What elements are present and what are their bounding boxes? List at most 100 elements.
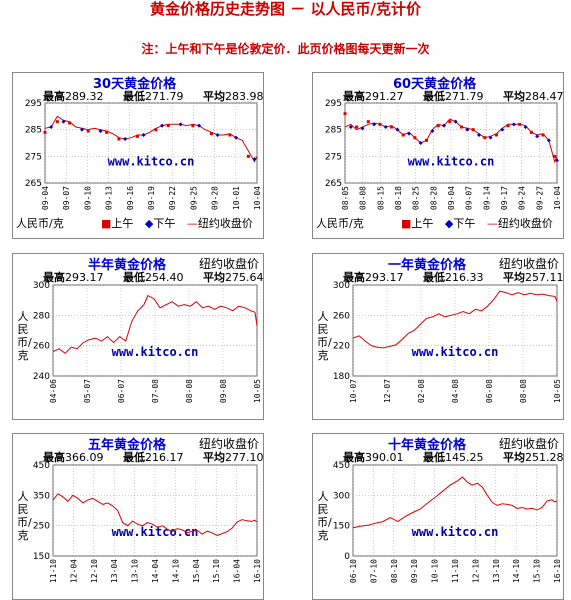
x-tick-label: 09-14 bbox=[482, 186, 491, 210]
x-tick-label: 12-10 bbox=[471, 559, 480, 583]
chart-panel-60d: 60天黄金价格 最高291.27 最低271.79 平均284.47 08-05… bbox=[312, 72, 564, 239]
x-tick-label: 15-10 bbox=[533, 559, 542, 583]
chart-stats: 最高291.27 最低271.79 平均284.47 bbox=[343, 88, 571, 104]
pm-point bbox=[442, 123, 447, 128]
y-tick-label: 450 bbox=[333, 461, 350, 471]
y-tick-label: 295 bbox=[25, 99, 42, 109]
pm-point bbox=[383, 125, 388, 129]
stat-high-label: 最高 bbox=[343, 90, 365, 103]
y-tick-label: 260 bbox=[33, 342, 50, 352]
y-tick-label: 250 bbox=[33, 522, 50, 532]
x-tick-label: 10-07 bbox=[349, 379, 358, 403]
chart-plot: 09-04 09-07 09-10 09-13 09-16 09-19 09-22 09-25… bbox=[25, 99, 262, 210]
am-point bbox=[494, 133, 498, 137]
legend-pm: 下午 bbox=[453, 217, 476, 230]
x-tick-label: 12-04 bbox=[69, 559, 78, 583]
x-tick-label: 07-08 bbox=[151, 379, 160, 403]
close-price-label: 纽约收盘价 bbox=[198, 437, 259, 451]
legend-pm: 下午 bbox=[153, 217, 176, 230]
chart-title: 一年黄金价格 bbox=[388, 258, 467, 273]
stat-avg: 277.10 bbox=[225, 451, 264, 464]
am-point bbox=[154, 128, 158, 132]
x-tick-label: 08-18 bbox=[394, 186, 403, 210]
x-tick-label: 08-15 bbox=[376, 186, 385, 210]
x-tick-label: 10-04 bbox=[253, 186, 262, 210]
unit-label-vertical: 人民币/克 bbox=[317, 490, 332, 542]
pm-point bbox=[418, 141, 423, 145]
pm-point bbox=[234, 135, 239, 140]
x-tick-label: 11-10 bbox=[451, 559, 460, 583]
am-point bbox=[541, 133, 545, 137]
pm-point bbox=[511, 122, 516, 127]
am-point bbox=[529, 130, 533, 134]
stat-low: 145.25 bbox=[445, 451, 484, 464]
pm-point bbox=[360, 126, 365, 131]
am-point bbox=[246, 154, 250, 158]
stat-avg-label: 平均 bbox=[203, 271, 225, 284]
x-tick-label: 06-08 bbox=[485, 379, 494, 403]
x-tick-label: 04-06 bbox=[49, 379, 58, 403]
x-tick-label: 12-07 bbox=[383, 379, 392, 403]
pm-point bbox=[476, 133, 481, 137]
x-tick-label: 11-10 bbox=[49, 559, 58, 583]
x-tick-label: 10-10 bbox=[431, 559, 440, 583]
stat-avg-label: 平均 bbox=[203, 451, 225, 464]
stat-low-label: 最低 bbox=[423, 451, 445, 464]
watermark: www.kitco.cn bbox=[112, 345, 199, 359]
stat-low-label: 最低 bbox=[123, 271, 145, 284]
stat-high: 293.17 bbox=[365, 271, 404, 284]
chart-panel-10y: 十年黄金价格 纽约收盘价 最高390.01 最低145.25 平均251.28 … bbox=[312, 433, 564, 600]
x-tick-label: 08-08 bbox=[185, 379, 194, 403]
pm-point bbox=[348, 125, 353, 129]
x-tick-label: 09-22 bbox=[168, 186, 177, 210]
x-tick-label: 15-04 bbox=[192, 559, 201, 583]
stat-high: 390.01 bbox=[365, 451, 404, 464]
am-point bbox=[105, 130, 109, 134]
chart-plot: 08-05 08-08 08-15 08-18 08-25 08-28 09-04 09-07… bbox=[325, 99, 562, 210]
legend-am: 上午 bbox=[411, 217, 434, 230]
stat-high-label: 最高 bbox=[343, 271, 365, 284]
chart-plot: 06-10 07-10 08-10 09-10 10-10 11-10 12-10 13-10… bbox=[333, 461, 562, 583]
y-tick-label: 150 bbox=[33, 552, 50, 562]
x-tick-label: 09-17 bbox=[500, 186, 509, 210]
x-tick-label: 14-10 bbox=[171, 559, 180, 583]
pm-point bbox=[407, 131, 412, 136]
pm-point bbox=[430, 129, 435, 133]
stat-low: 271.79 bbox=[445, 90, 484, 103]
series-line bbox=[52, 493, 258, 536]
legend-am: 上午 bbox=[111, 217, 134, 230]
stat-high-label: 最高 bbox=[43, 271, 65, 284]
unit-label-vertical: 人民币/克 bbox=[17, 310, 32, 362]
x-tick-label: 08-05 bbox=[341, 186, 350, 210]
x-tick-label: 08-08 bbox=[359, 186, 368, 210]
stat-avg-label: 平均 bbox=[203, 90, 225, 103]
unit-label-vertical: 人民币/克 bbox=[17, 490, 32, 542]
close-price-label: 纽约收盘价 bbox=[498, 437, 559, 451]
y-tick-label: 285 bbox=[325, 126, 342, 136]
pm-point bbox=[453, 119, 458, 124]
x-tick-label: 08-08 bbox=[519, 379, 528, 403]
am-point bbox=[43, 130, 47, 134]
x-tick-label: 13-10 bbox=[492, 559, 501, 583]
pm-point bbox=[215, 133, 220, 137]
pm-point bbox=[252, 157, 257, 161]
am-point bbox=[55, 120, 59, 124]
x-tick-label: 09-04 bbox=[447, 186, 456, 210]
chart-title: 十年黄金价格 bbox=[388, 438, 467, 453]
pm-point bbox=[523, 125, 528, 129]
x-tick-label: 08-10 bbox=[390, 559, 399, 583]
y-tick-label: 0 bbox=[344, 552, 350, 562]
x-tick-label: 09-07 bbox=[62, 186, 71, 210]
am-point bbox=[506, 124, 510, 128]
pm-point bbox=[178, 122, 183, 127]
y-tick-label: 300 bbox=[333, 491, 350, 501]
x-tick-label: 10-05 bbox=[553, 379, 562, 403]
stat-avg-label: 平均 bbox=[503, 451, 525, 464]
pm-point bbox=[61, 119, 66, 124]
am-point bbox=[436, 124, 440, 128]
chart-stats: 最高390.01 最低145.25 平均251.28 bbox=[343, 449, 571, 465]
chart-title: 30天黄金价格 bbox=[93, 77, 177, 92]
x-tick-label: 13-10 bbox=[131, 559, 140, 583]
x-tick-label: 04-08 bbox=[451, 379, 460, 403]
am-point bbox=[209, 132, 213, 136]
